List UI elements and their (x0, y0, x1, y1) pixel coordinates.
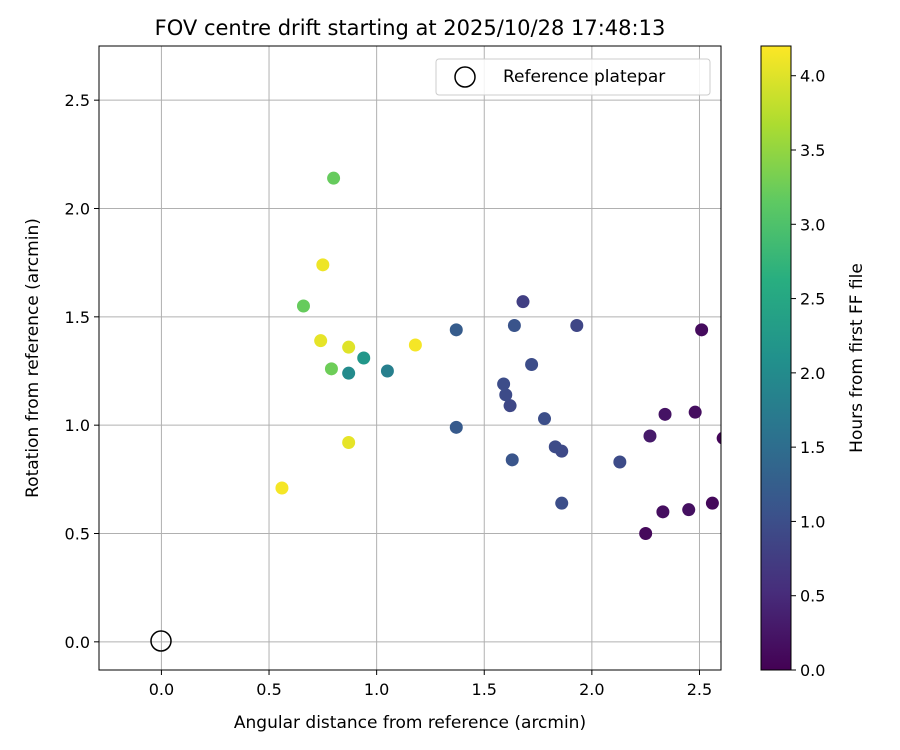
colorbar-tick-label: 3.5 (800, 141, 825, 160)
data-point (357, 351, 371, 365)
colorbar-ticks: 0.0 0.5 1.0 1.5 2.0 2.5 3.0 3.5 4.0 (791, 67, 825, 680)
x-tick-label: 0.5 (256, 680, 281, 699)
x-tick-label: 2.0 (579, 680, 604, 699)
data-point (296, 299, 310, 313)
legend-marker (454, 66, 476, 88)
y-axis-label: Rotation from reference (arcmin) (23, 218, 43, 498)
x-tick-label: 2.5 (687, 680, 712, 699)
data-point (639, 527, 653, 540)
data-point (324, 362, 338, 376)
y-tick-label: 0.5 (65, 525, 90, 544)
data-point (499, 388, 513, 402)
colorbar (760, 45, 792, 671)
colorbar-tick-label: 1.5 (800, 438, 825, 457)
x-axis-ticks: 0.0 0.5 1.0 1.5 2.0 2.5 (149, 670, 712, 699)
data-point (538, 412, 552, 426)
data-point (705, 496, 719, 510)
data-point (327, 171, 341, 185)
data-point (695, 323, 709, 337)
data-points (275, 171, 721, 540)
legend-label: Reference platepar (503, 67, 665, 87)
plot-frame (98, 45, 722, 671)
y-tick-label: 2.0 (65, 200, 90, 219)
colorbar-tick-label: 2.5 (800, 290, 825, 309)
data-point (449, 323, 463, 337)
data-point (716, 432, 721, 445)
data-point (570, 319, 584, 332)
colorbar-label: Hours from first FF file (847, 263, 867, 453)
data-point (548, 440, 562, 454)
colorbar-tick-label: 4.0 (800, 67, 825, 86)
grid (99, 46, 721, 670)
data-point (316, 258, 330, 272)
data-point (658, 407, 672, 421)
chart-title: FOV centre drift starting at 2025/10/28 … (155, 16, 666, 40)
colorbar-tick-label: 1.0 (800, 512, 825, 531)
colorbar-tick-label: 0.0 (800, 661, 825, 680)
data-point (613, 455, 627, 469)
data-point (505, 453, 519, 467)
y-axis-ticks: 0.0 0.5 1.0 1.5 2.0 2.5 (65, 91, 99, 652)
colorbar-tick-label: 3.0 (800, 215, 825, 234)
data-point (275, 481, 289, 495)
reference-point-marker (150, 630, 172, 652)
data-point (688, 405, 702, 419)
data-point (342, 436, 356, 449)
legend: Reference platepar (435, 58, 711, 96)
y-tick-label: 2.5 (65, 91, 90, 110)
x-axis-label: Angular distance from reference (arcmin) (234, 713, 586, 733)
x-tick-label: 0.0 (149, 680, 174, 699)
data-point (507, 319, 521, 332)
colorbar-tick-label: 2.0 (800, 364, 825, 383)
data-point (342, 366, 356, 380)
data-point (408, 338, 422, 352)
data-point (497, 377, 511, 391)
data-point (342, 340, 356, 354)
data-point (516, 295, 530, 309)
data-point (555, 496, 569, 510)
colorbar-tick-label: 0.5 (800, 587, 825, 606)
y-tick-label: 1.5 (65, 308, 90, 327)
x-tick-label: 1.0 (364, 680, 389, 699)
legend-box (435, 58, 711, 96)
data-point (682, 503, 696, 517)
data-point (503, 399, 517, 413)
data-point (525, 358, 539, 371)
data-point (449, 420, 463, 434)
data-point (380, 364, 394, 378)
data-point (656, 505, 670, 519)
x-tick-label: 1.5 (472, 680, 497, 699)
data-point (314, 334, 328, 348)
y-tick-label: 1.0 (65, 416, 90, 435)
data-point (643, 429, 657, 443)
y-tick-label: 0.0 (65, 633, 90, 652)
